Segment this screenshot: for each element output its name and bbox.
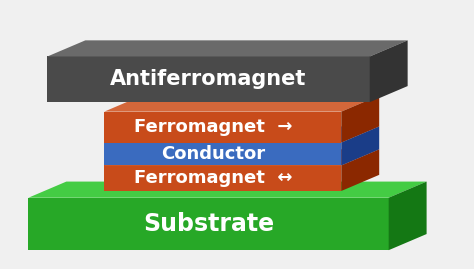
Polygon shape <box>104 149 379 165</box>
Polygon shape <box>104 165 341 191</box>
Polygon shape <box>28 182 427 198</box>
Polygon shape <box>104 112 341 143</box>
Polygon shape <box>370 40 408 102</box>
Polygon shape <box>389 182 427 250</box>
Polygon shape <box>341 126 379 165</box>
Polygon shape <box>47 56 370 102</box>
Text: Ferromagnet  →: Ferromagnet → <box>134 118 292 136</box>
Polygon shape <box>104 95 379 112</box>
Text: Conductor: Conductor <box>161 145 265 163</box>
Text: Antiferromagnet: Antiferromagnet <box>110 69 307 89</box>
Text: Ferromagnet  ↔: Ferromagnet ↔ <box>134 169 292 187</box>
Polygon shape <box>104 143 341 165</box>
Polygon shape <box>341 95 379 143</box>
Text: Substrate: Substrate <box>143 212 274 236</box>
Polygon shape <box>47 40 408 56</box>
Polygon shape <box>341 149 379 191</box>
Polygon shape <box>28 198 389 250</box>
Polygon shape <box>104 126 379 143</box>
